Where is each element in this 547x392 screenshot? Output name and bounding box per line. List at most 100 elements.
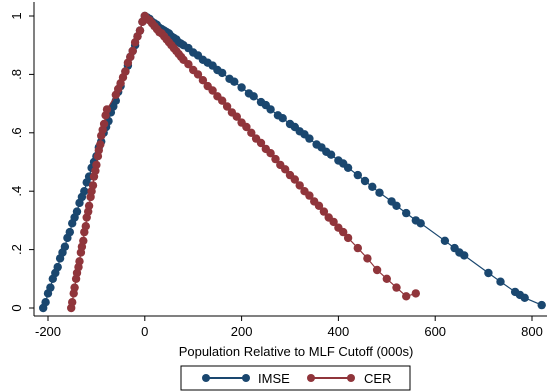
data-point-cer	[339, 227, 348, 237]
data-point-imse	[305, 134, 314, 143]
data-point-cer	[198, 76, 208, 85]
data-point-imse	[249, 92, 258, 101]
data-point-cer	[353, 243, 362, 253]
series-imse	[39, 11, 546, 313]
data-point-imse	[278, 114, 287, 123]
data-point-cer	[256, 138, 266, 148]
data-point-imse	[41, 298, 50, 307]
legend-cer-label: CER	[364, 371, 391, 386]
y-tick-label: .8	[9, 69, 24, 80]
y-tick-label: .6	[9, 127, 24, 138]
data-point-imse	[65, 227, 75, 237]
data-point-cer	[343, 233, 353, 243]
data-point-cer	[96, 140, 105, 149]
y-tick-label: 0	[9, 304, 24, 311]
data-point-imse	[460, 251, 469, 260]
legend-item-cer: CER	[307, 371, 391, 386]
data-point-imse	[218, 68, 227, 78]
data-point-cer	[402, 292, 411, 301]
data-point-cer	[68, 298, 77, 307]
data-point-imse	[343, 163, 353, 172]
y-tick-label: .4	[9, 186, 24, 197]
data-point-cer	[184, 59, 193, 69]
legend-item-imse: IMSE	[202, 371, 290, 386]
data-point-imse	[266, 105, 275, 114]
data-point-cer	[218, 96, 227, 105]
data-point-cer	[329, 217, 338, 227]
x-tick-label: 0	[141, 324, 148, 339]
legend-imse-marker-right	[242, 374, 250, 382]
x-tick-label: 800	[521, 324, 543, 339]
data-point-cer	[135, 26, 145, 35]
data-point-imse	[368, 182, 377, 191]
data-point-imse	[60, 242, 70, 251]
data-point-cer	[295, 181, 304, 190]
data-point-cer	[88, 181, 98, 190]
data-point-cer	[222, 102, 232, 111]
data-point-imse	[496, 277, 505, 286]
data-point-imse	[360, 176, 370, 186]
plot-region: -200 0 200 400 600 800 0 .2 .4 .6 .8 1	[9, 2, 547, 339]
data-point-imse	[484, 268, 493, 278]
data-point-cer	[319, 207, 329, 216]
data-point-cer	[128, 46, 137, 56]
data-point-imse	[402, 208, 411, 218]
series-cer	[67, 11, 420, 313]
data-point-cer	[70, 283, 79, 292]
data-point-cer	[281, 165, 290, 174]
data-point-cer	[81, 222, 91, 231]
data-point-cer	[121, 67, 130, 76]
data-point-cer	[208, 86, 217, 95]
y-ticks: 0 .2 .4 .6 .8 1	[9, 12, 34, 312]
data-point-cer	[75, 257, 84, 266]
data-point-imse	[375, 188, 384, 197]
data-point-cer	[305, 191, 314, 200]
y-tick-label: .2	[9, 244, 24, 255]
data-point-imse	[46, 283, 55, 292]
data-point-cer	[102, 105, 112, 114]
x-tick-label: 600	[424, 324, 446, 339]
data-point-cer	[382, 274, 391, 283]
data-point-cer	[363, 254, 372, 263]
data-point-imse	[326, 150, 336, 159]
x-tick-label: 200	[231, 324, 253, 339]
data-point-cer	[392, 283, 401, 292]
data-point-imse	[237, 83, 246, 92]
legend-imse-label: IMSE	[258, 371, 290, 386]
legend: IMSE CER	[180, 365, 411, 391]
series-layer	[39, 11, 546, 313]
legend-cer-marker-right	[347, 374, 355, 382]
data-point-cer	[314, 201, 324, 210]
data-point-cer	[92, 160, 101, 170]
x-ticks: -200 0 200 400 600 800	[35, 316, 543, 339]
data-point-cer	[79, 236, 88, 245]
data-point-cer	[266, 149, 275, 158]
y-tick-label: 1	[9, 12, 24, 19]
data-point-cer	[99, 119, 109, 129]
data-point-imse	[72, 207, 82, 216]
data-point-imse	[80, 187, 89, 196]
data-point-cer	[193, 70, 203, 79]
data-point-cer	[84, 201, 94, 210]
data-point-cer	[242, 122, 251, 132]
data-point-imse	[230, 77, 239, 86]
data-point-imse	[53, 262, 62, 272]
data-point-cer	[232, 112, 241, 121]
legend-cer-marker-left	[307, 374, 315, 382]
data-point-cer	[271, 154, 280, 164]
x-axis-title: Population Relative to MLF Cutoff (000s)	[179, 344, 414, 359]
x-tick-label: -200	[35, 324, 61, 339]
data-point-cer	[247, 128, 256, 137]
data-point-cer	[290, 175, 299, 184]
data-point-imse	[520, 293, 529, 302]
data-point-imse	[537, 300, 546, 310]
data-point-imse	[440, 236, 450, 245]
x-tick-label: 400	[328, 324, 350, 339]
data-point-imse	[416, 219, 425, 228]
legend-imse-marker-left	[202, 374, 210, 382]
data-point-cer	[411, 289, 420, 298]
data-point-imse	[392, 201, 401, 210]
data-point-cer	[372, 265, 382, 275]
data-point-imse	[353, 170, 362, 180]
